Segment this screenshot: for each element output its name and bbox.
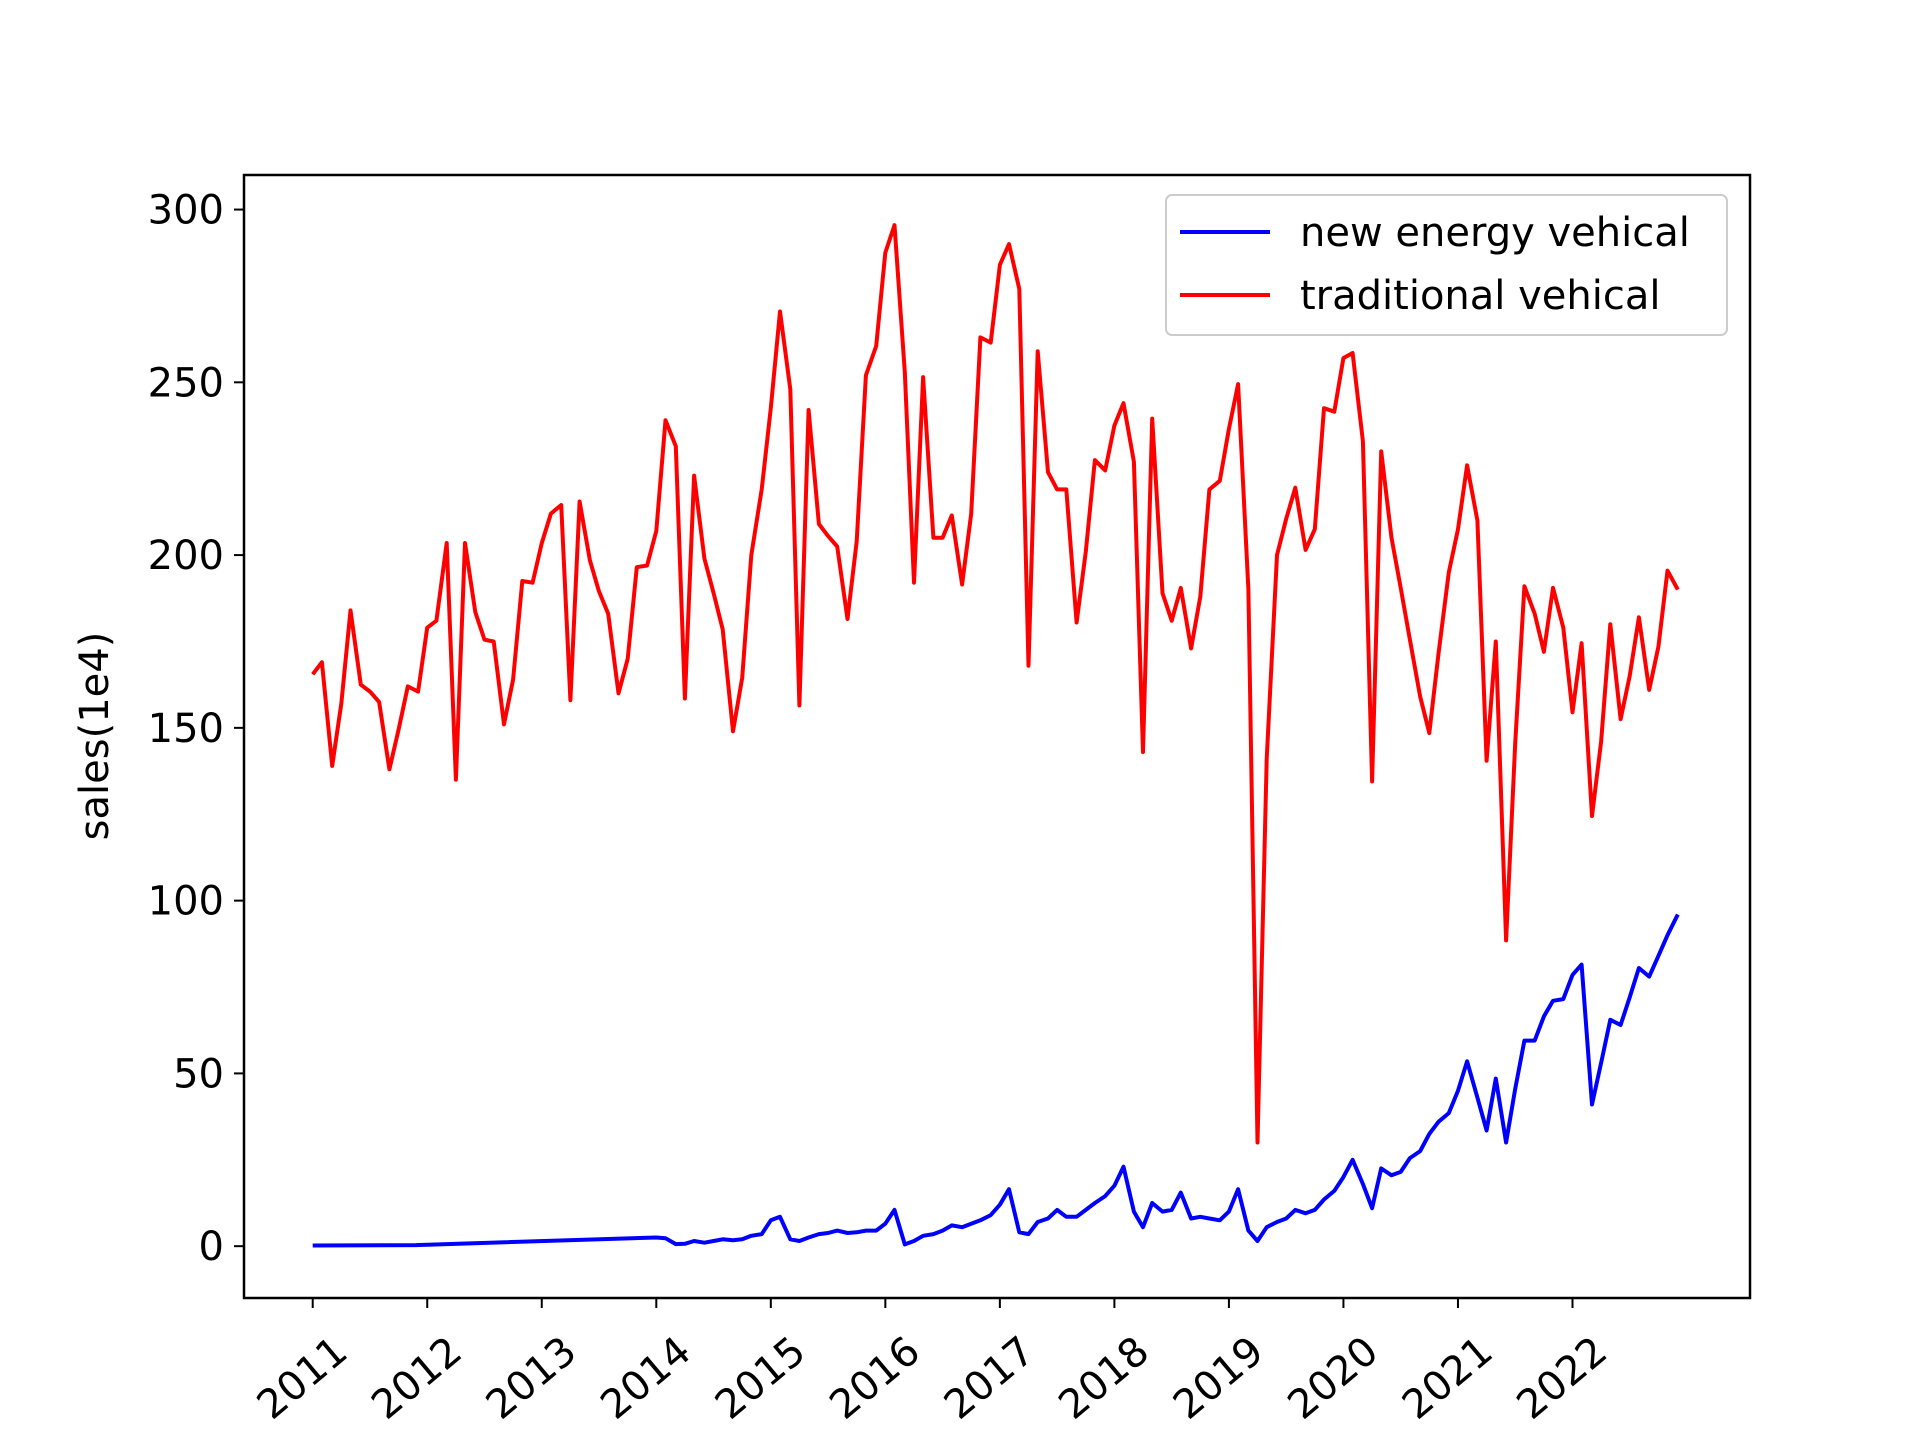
x-tick-label: 2020 [1279, 1328, 1387, 1429]
x-tick-label: 2015 [707, 1328, 815, 1429]
y-tick-label: 300 [148, 188, 224, 234]
x-tick-label: 2017 [936, 1328, 1044, 1429]
series-line-traditional-vehical [311, 223, 1680, 1145]
x-tick-label: 2022 [1509, 1328, 1617, 1429]
series-layer [311, 223, 1680, 1248]
x-tick-label: 2016 [821, 1328, 929, 1429]
y-tick-label: 200 [148, 533, 224, 579]
y-axis-label: sales(1e4) [72, 632, 118, 841]
x-axis: 2011 2012 2013 2014 2015 2016 2017 2018 2019 2020… [249, 1298, 1616, 1429]
legend-label-traditional-vehical: traditional vehical [1300, 273, 1660, 319]
x-tick-label: 2021 [1394, 1328, 1502, 1429]
legend: new energy vehical traditional vehical [1165, 194, 1728, 336]
x-tick-label: 2018 [1050, 1328, 1158, 1429]
y-tick-label: 250 [148, 360, 224, 406]
x-tick-label: 2011 [249, 1328, 357, 1429]
y-tick-label: 0 [199, 1224, 224, 1270]
x-tick-label: 2014 [592, 1328, 700, 1429]
plot-frame [242, 173, 1752, 1300]
legend-label-new-energy-vehical: new energy vehical [1300, 210, 1690, 256]
y-axis: 0 50 100 150 200 250 300 [148, 188, 244, 1270]
x-tick-label: 2013 [478, 1328, 586, 1429]
x-tick-label: 2012 [363, 1328, 471, 1429]
series-line-new-energy-vehical [312, 913, 1680, 1248]
y-tick-label: 150 [148, 706, 224, 752]
x-tick-label: 2019 [1165, 1328, 1273, 1429]
y-tick-label: 100 [148, 879, 224, 925]
y-tick-label: 50 [173, 1051, 224, 1097]
legend-box [1165, 194, 1728, 336]
